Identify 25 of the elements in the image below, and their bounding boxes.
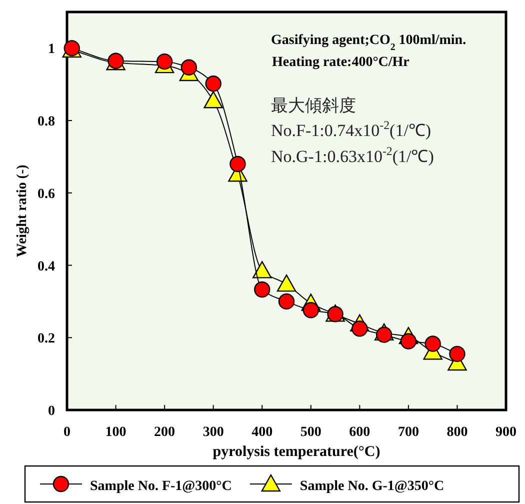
x-tick-label: 100 — [105, 425, 126, 440]
x-tick-label: 300 — [202, 425, 224, 440]
x-tick-label: 800 — [446, 425, 468, 440]
x-axis-title: pyrolysis temperature(°C) — [212, 444, 380, 460]
annotation: 最大傾斜度 — [271, 96, 356, 115]
annotation: No.F-1:0.74x10$^{-2}$(1/℃) — [271, 118, 432, 140]
y-tick-label: 0.4 — [38, 259, 55, 274]
x-tick-label: 400 — [252, 425, 273, 440]
y-tick-label: 0 — [48, 404, 55, 419]
x-tick-label: 900 — [496, 425, 516, 440]
annotation: Gasifying agent;CO$_{2}$ 100ml/min. — [271, 33, 466, 52]
x-tick-label: 600 — [349, 425, 370, 440]
x-tick-label: 200 — [154, 425, 176, 440]
y-axis-title: Weight ratio (-) — [15, 164, 30, 258]
y-tick-label: 0.6 — [38, 186, 55, 202]
y-tick-label: 1 — [48, 42, 55, 58]
annotation: No.G-1:0.63x10$^{-2}$(1/℃) — [271, 144, 434, 166]
x-tick-label: 0 — [64, 425, 70, 440]
x-tick-label: 500 — [300, 425, 322, 440]
legend-label: Sample No. G-1@350°C — [300, 479, 444, 494]
annotation: Heating rate:400°C/Hr — [272, 55, 410, 70]
y-tick-label: 0.8 — [38, 114, 55, 130]
y-tick-label: 0.2 — [38, 332, 55, 347]
x-tick-label: 700 — [398, 425, 419, 440]
legend-label: Sample No. F-1@300°C — [90, 479, 232, 494]
